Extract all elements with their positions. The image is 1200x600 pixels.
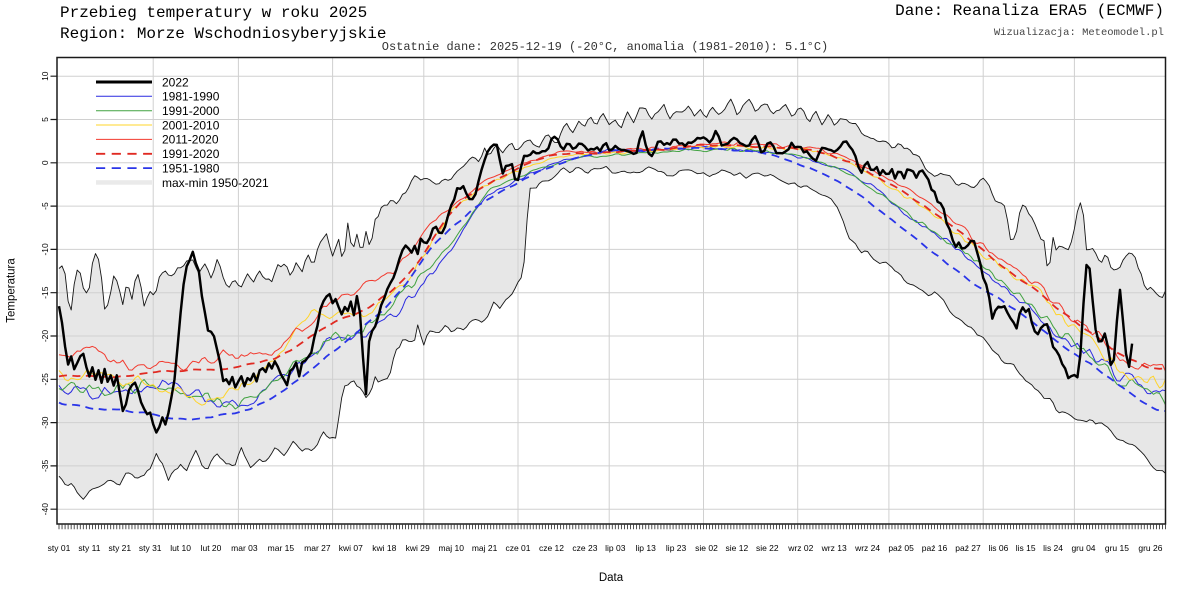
svg-text:2001-2010: 2001-2010 bbox=[162, 118, 220, 132]
svg-text:paź 16: paź 16 bbox=[922, 543, 948, 553]
svg-text:sie 02: sie 02 bbox=[695, 543, 718, 553]
svg-text:kwi 18: kwi 18 bbox=[372, 543, 396, 553]
svg-text:lip 23: lip 23 bbox=[666, 543, 687, 553]
svg-text:0: 0 bbox=[40, 160, 50, 165]
svg-text:Region: Morze Wschodniosyberyj: Region: Morze Wschodniosyberyjskie bbox=[60, 25, 386, 43]
svg-text:wrz 13: wrz 13 bbox=[821, 543, 847, 553]
svg-text:1991-2020: 1991-2020 bbox=[162, 147, 220, 161]
svg-text:sty 31: sty 31 bbox=[139, 543, 162, 553]
svg-text:sty 21: sty 21 bbox=[108, 543, 131, 553]
svg-text:cze 01: cze 01 bbox=[505, 543, 530, 553]
svg-text:lut 20: lut 20 bbox=[201, 543, 222, 553]
svg-text:-10: -10 bbox=[40, 243, 50, 256]
svg-text:lip 13: lip 13 bbox=[636, 543, 657, 553]
svg-text:-30: -30 bbox=[40, 416, 50, 429]
svg-text:lis 06: lis 06 bbox=[988, 543, 1008, 553]
svg-text:-15: -15 bbox=[40, 286, 50, 299]
svg-text:cze 12: cze 12 bbox=[539, 543, 564, 553]
svg-text:kwi 29: kwi 29 bbox=[406, 543, 430, 553]
svg-text:Wizualizacja: Meteomodel.pl: Wizualizacja: Meteomodel.pl bbox=[994, 27, 1164, 39]
svg-text:paź 27: paź 27 bbox=[955, 543, 981, 553]
svg-text:-20: -20 bbox=[40, 330, 50, 343]
svg-text:max-min 1950-2021: max-min 1950-2021 bbox=[162, 176, 269, 190]
svg-text:gru 26: gru 26 bbox=[1138, 543, 1162, 553]
svg-text:Dane: Reanaliza ERA5 (ECMWF): Dane: Reanaliza ERA5 (ECMWF) bbox=[895, 2, 1164, 20]
svg-text:wrz 24: wrz 24 bbox=[854, 543, 880, 553]
svg-text:2011-2020: 2011-2020 bbox=[162, 133, 219, 147]
svg-text:1981-1990: 1981-1990 bbox=[162, 90, 220, 104]
svg-text:wrz 02: wrz 02 bbox=[787, 543, 813, 553]
svg-text:5: 5 bbox=[40, 117, 50, 122]
svg-text:-35: -35 bbox=[40, 459, 50, 472]
svg-text:Ostatnie dane: 2025-12-19 (-20: Ostatnie dane: 2025-12-19 (-20°C, anomal… bbox=[382, 40, 828, 54]
svg-text:1991-2000: 1991-2000 bbox=[162, 104, 220, 118]
svg-text:Data: Data bbox=[599, 572, 624, 584]
svg-text:sie 12: sie 12 bbox=[726, 543, 749, 553]
svg-text:mar 15: mar 15 bbox=[268, 543, 295, 553]
svg-text:-25: -25 bbox=[40, 373, 50, 386]
svg-text:sie 22: sie 22 bbox=[756, 543, 779, 553]
svg-text:gru 15: gru 15 bbox=[1105, 543, 1129, 553]
svg-text:10: 10 bbox=[40, 71, 50, 81]
svg-text:sty 11: sty 11 bbox=[78, 543, 100, 553]
svg-text:-5: -5 bbox=[40, 202, 50, 210]
svg-text:lis 15: lis 15 bbox=[1016, 543, 1036, 553]
svg-text:kwi 07: kwi 07 bbox=[339, 543, 363, 553]
svg-text:maj 21: maj 21 bbox=[472, 543, 498, 553]
svg-text:paź 05: paź 05 bbox=[888, 543, 914, 553]
svg-text:Przebieg temperatury w roku 20: Przebieg temperatury w roku 2025 bbox=[60, 4, 367, 22]
svg-text:Temperatura: Temperatura bbox=[6, 258, 18, 323]
svg-text:lut 10: lut 10 bbox=[170, 543, 191, 553]
svg-text:-40: -40 bbox=[40, 503, 50, 516]
svg-text:sty 01: sty 01 bbox=[48, 543, 71, 553]
svg-text:lip 03: lip 03 bbox=[605, 543, 626, 553]
svg-text:mar 03: mar 03 bbox=[231, 543, 258, 553]
svg-text:maj 10: maj 10 bbox=[438, 543, 464, 553]
svg-text:2022: 2022 bbox=[162, 75, 189, 89]
svg-text:1951-1980: 1951-1980 bbox=[162, 161, 220, 175]
svg-text:lis 24: lis 24 bbox=[1043, 543, 1063, 553]
svg-text:mar 27: mar 27 bbox=[304, 543, 331, 553]
svg-text:cze 23: cze 23 bbox=[572, 543, 597, 553]
svg-text:gru 04: gru 04 bbox=[1071, 543, 1095, 553]
